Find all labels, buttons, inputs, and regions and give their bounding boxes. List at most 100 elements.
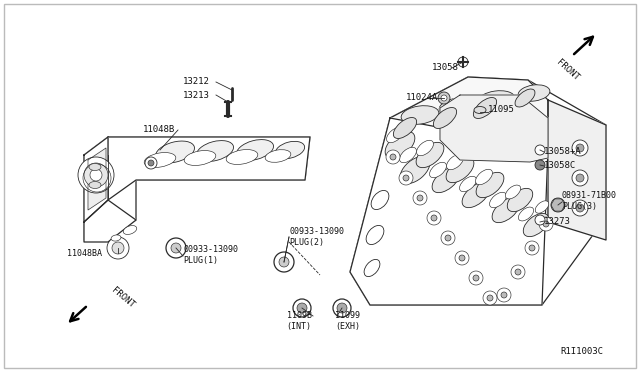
Text: 13212: 13212 <box>182 77 209 87</box>
Ellipse shape <box>265 150 291 162</box>
Ellipse shape <box>400 156 430 184</box>
Circle shape <box>441 95 447 101</box>
Text: PLUG(3): PLUG(3) <box>562 202 597 212</box>
Circle shape <box>535 160 545 170</box>
Ellipse shape <box>196 141 234 161</box>
Circle shape <box>483 291 497 305</box>
Circle shape <box>145 157 157 169</box>
Polygon shape <box>440 95 548 162</box>
Circle shape <box>274 252 294 272</box>
Ellipse shape <box>462 182 490 208</box>
Circle shape <box>529 245 535 251</box>
Ellipse shape <box>490 192 506 208</box>
Text: 08931-71B00: 08931-71B00 <box>562 192 617 201</box>
Ellipse shape <box>364 259 380 276</box>
Circle shape <box>84 163 108 187</box>
Ellipse shape <box>394 118 417 138</box>
Circle shape <box>535 215 545 225</box>
Circle shape <box>107 237 129 259</box>
Circle shape <box>431 215 437 221</box>
Polygon shape <box>84 200 136 242</box>
Circle shape <box>551 198 565 212</box>
Circle shape <box>469 271 483 285</box>
Circle shape <box>438 92 450 104</box>
Circle shape <box>403 175 409 181</box>
Circle shape <box>112 242 124 254</box>
Ellipse shape <box>439 98 477 116</box>
Ellipse shape <box>184 151 216 166</box>
Text: 13273: 13273 <box>544 217 571 225</box>
Circle shape <box>78 157 114 193</box>
Ellipse shape <box>474 97 497 118</box>
Text: FRONT: FRONT <box>555 58 581 82</box>
Circle shape <box>445 235 451 241</box>
Ellipse shape <box>399 147 417 163</box>
Circle shape <box>459 255 465 261</box>
Text: 13058: 13058 <box>432 64 459 73</box>
Ellipse shape <box>508 188 532 212</box>
Ellipse shape <box>89 164 101 170</box>
Text: 13058+A: 13058+A <box>544 148 582 157</box>
Ellipse shape <box>433 108 456 128</box>
Ellipse shape <box>89 182 101 189</box>
Text: 00933-13090: 00933-13090 <box>289 227 344 235</box>
Ellipse shape <box>492 198 520 223</box>
Ellipse shape <box>446 157 474 183</box>
Ellipse shape <box>156 141 195 163</box>
Ellipse shape <box>460 176 476 192</box>
Polygon shape <box>108 137 310 200</box>
Ellipse shape <box>226 150 258 164</box>
Circle shape <box>455 251 469 265</box>
Text: 11024A: 11024A <box>406 93 438 103</box>
Ellipse shape <box>371 190 389 209</box>
Circle shape <box>171 243 181 253</box>
Text: 00933-13090: 00933-13090 <box>183 246 238 254</box>
Text: FRONT: FRONT <box>110 286 136 310</box>
Circle shape <box>473 275 479 281</box>
Circle shape <box>279 257 289 267</box>
Circle shape <box>399 171 413 185</box>
Circle shape <box>297 303 307 313</box>
Ellipse shape <box>476 169 492 185</box>
Polygon shape <box>350 77 606 305</box>
Circle shape <box>166 238 186 258</box>
Polygon shape <box>548 100 606 240</box>
Ellipse shape <box>447 154 463 170</box>
Ellipse shape <box>417 140 433 156</box>
Ellipse shape <box>524 214 548 237</box>
Ellipse shape <box>387 127 403 143</box>
Text: 1109B: 1109B <box>287 311 312 321</box>
Circle shape <box>390 154 396 160</box>
Ellipse shape <box>111 235 121 241</box>
Polygon shape <box>84 137 310 240</box>
Circle shape <box>333 299 351 317</box>
Ellipse shape <box>237 140 273 160</box>
Ellipse shape <box>535 201 548 213</box>
Polygon shape <box>88 148 106 210</box>
Text: (EXH): (EXH) <box>335 323 360 331</box>
Ellipse shape <box>518 85 550 101</box>
Circle shape <box>543 221 549 227</box>
Text: PLUG(2): PLUG(2) <box>289 237 324 247</box>
Text: 13058C: 13058C <box>544 161 576 170</box>
Polygon shape <box>390 77 548 150</box>
Ellipse shape <box>401 106 439 124</box>
Circle shape <box>441 231 455 245</box>
Circle shape <box>511 265 525 279</box>
Text: 11048B: 11048B <box>143 125 175 135</box>
Circle shape <box>458 57 468 67</box>
Circle shape <box>148 160 154 166</box>
Ellipse shape <box>515 89 535 107</box>
Circle shape <box>427 211 441 225</box>
Ellipse shape <box>429 162 447 178</box>
Circle shape <box>572 170 588 186</box>
Circle shape <box>576 174 584 182</box>
Circle shape <box>576 144 584 152</box>
Circle shape <box>572 200 588 216</box>
Ellipse shape <box>275 141 305 158</box>
Ellipse shape <box>385 131 415 158</box>
Circle shape <box>525 241 539 255</box>
Circle shape <box>497 288 511 302</box>
Polygon shape <box>350 118 548 305</box>
Ellipse shape <box>474 106 486 113</box>
